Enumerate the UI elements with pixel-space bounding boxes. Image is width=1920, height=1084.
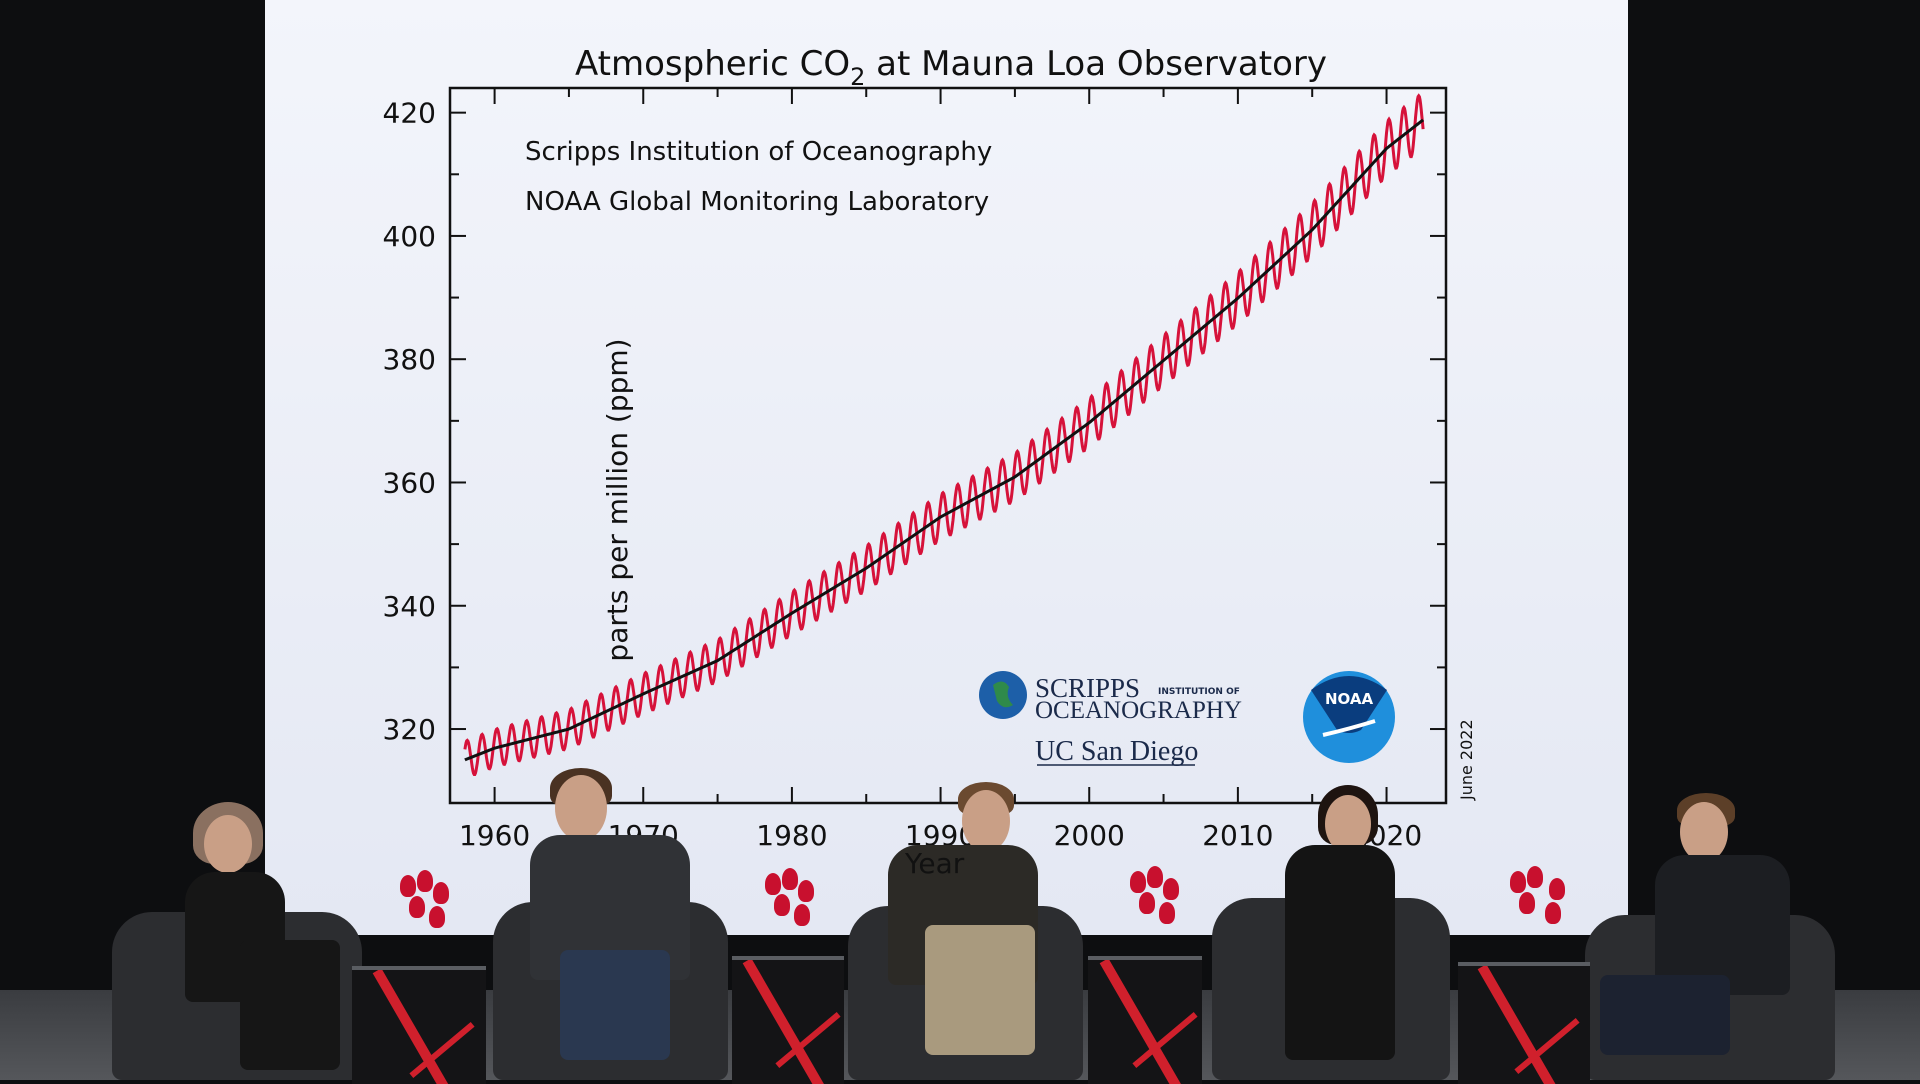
- annotation-noaa: NOAA Global Monitoring Laboratory: [525, 187, 989, 217]
- scripps-logo: SCRIPPS INSTITUTION OF OCEANOGRAPHY UC S…: [979, 671, 1242, 767]
- ucsd-text: UC San Diego: [1035, 736, 1198, 767]
- svg-text:NOAA: NOAA: [1325, 690, 1374, 708]
- x-tick-label: 2010: [1202, 819, 1273, 852]
- flower-vase: [760, 868, 820, 938]
- side-table: [1088, 956, 1202, 1084]
- series-trend: [464, 118, 1425, 762]
- chart-title: Atmospheric CO2 at Mauna Loa Observatory: [575, 44, 1327, 91]
- x-tick-label: 2000: [1054, 819, 1125, 852]
- svg-text:INSTITUTION OF: INSTITUTION OF: [1158, 687, 1240, 697]
- flower-vase: [1505, 866, 1575, 936]
- flower-vase: [395, 870, 455, 940]
- y-tick-label: 400: [383, 220, 436, 253]
- plot-frame: [448, 86, 1448, 805]
- series-monthly-mean: [463, 93, 1425, 776]
- svg-text:OCEANOGRAPHY: OCEANOGRAPHY: [1035, 697, 1242, 724]
- y-tick-label: 360: [383, 466, 436, 499]
- x-axis-label: Year: [905, 847, 965, 880]
- side-table: [352, 966, 486, 1084]
- x-tick-label: 1960: [459, 819, 530, 852]
- date-note: June 2022: [1457, 719, 1476, 801]
- y-tick-label: 320: [383, 713, 436, 746]
- y-tick-label: 380: [383, 343, 436, 376]
- x-tick-label: 1980: [756, 819, 827, 852]
- y-tick-label: 420: [383, 97, 436, 130]
- y-axis-label: parts per million (ppm): [601, 338, 634, 661]
- scripps-text: SCRIPPS: [1035, 673, 1140, 703]
- side-table: [1458, 962, 1590, 1084]
- projection-screen: Atmospheric CO2 at Mauna Loa Observatory…: [265, 0, 1628, 935]
- co2-chart: Atmospheric CO2 at Mauna Loa Observatory…: [383, 44, 1476, 852]
- side-table: [732, 956, 844, 1084]
- y-tick-label: 340: [383, 590, 436, 623]
- flower-vase: [1125, 866, 1185, 936]
- noaa-logo: NOAA: [1303, 671, 1395, 763]
- annotation-scripps: Scripps Institution of Oceanography: [525, 137, 992, 167]
